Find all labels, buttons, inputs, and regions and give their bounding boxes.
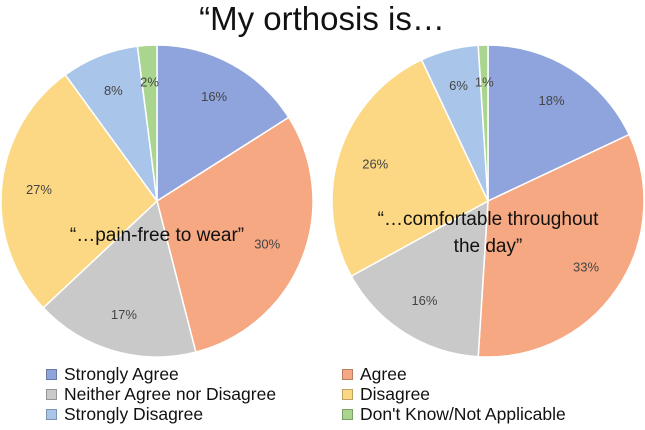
legend-swatch <box>46 409 57 420</box>
data-label-agree: 30% <box>254 237 280 252</box>
data-label-strongly-disagree: 8% <box>104 83 123 98</box>
data-label-strongly-agree: 16% <box>201 89 227 104</box>
legend-item-neither: Neither Agree nor Disagree <box>46 384 276 405</box>
data-label-disagree: 27% <box>26 182 52 197</box>
pie-slice-disagree <box>331 58 489 278</box>
legend-item-disagree: Disagree <box>342 384 430 405</box>
pie-slice-strongly-agree <box>487 44 631 203</box>
legend-item-dont-know: Don't Know/Not Applicable <box>342 404 566 425</box>
data-label-dont-know: 1% <box>475 74 494 89</box>
legend-item-strongly-disagree: Strongly Disagree <box>46 404 203 425</box>
legend-label: Strongly Disagree <box>64 404 204 424</box>
legend-swatch <box>46 389 57 400</box>
legend-label: Strongly Agree <box>64 364 179 384</box>
legend-swatch <box>342 369 353 380</box>
data-label-strongly-disagree: 6% <box>449 78 468 93</box>
pie-subtitle: the day” <box>454 236 523 257</box>
pie-subtitle: “…pain-free to wear” <box>70 225 244 246</box>
data-label-neither: 16% <box>411 293 437 308</box>
pie-slice-dont-know <box>477 44 489 202</box>
legend-item-strongly-agree: Strongly Agree <box>46 364 179 385</box>
legend-swatch <box>342 409 353 420</box>
data-label-dont-know: 2% <box>140 75 159 90</box>
legend-swatch <box>46 369 57 380</box>
data-label-neither: 17% <box>111 307 137 322</box>
legend-label: Neither Agree nor Disagree <box>64 384 277 404</box>
data-label-strongly-agree: 18% <box>539 93 565 108</box>
legend-item-agree: Agree <box>342 364 407 385</box>
pie-chart-pain-free: 16% 30% 17% 27% 8% 2% “…pain-free to wear” <box>0 44 314 358</box>
pie-slice-neither <box>350 199 489 358</box>
pie-slice-agree <box>156 116 314 354</box>
legend-label: Agree <box>360 364 407 384</box>
pie-slice-dont-know <box>136 44 158 202</box>
pie-slice-neither <box>42 199 197 358</box>
pie-slice-disagree <box>0 73 158 309</box>
pie-subtitle: “…comfortable throughout <box>378 209 599 230</box>
legend-label: Disagree <box>360 384 431 404</box>
pie-chart-comfortable: 18% 33% 16% 26% 6% 1% “…comfortable throughout… <box>331 44 645 358</box>
pie-slice-strongly-agree <box>156 44 290 203</box>
data-label-agree: 33% <box>573 260 599 275</box>
pie-slice-agree <box>477 133 645 358</box>
chart-title: “My orthosis is… <box>199 0 445 37</box>
legend-swatch <box>342 389 353 400</box>
legend-label: Don't Know/Not Applicable <box>360 404 566 424</box>
data-label-disagree: 26% <box>362 156 388 171</box>
